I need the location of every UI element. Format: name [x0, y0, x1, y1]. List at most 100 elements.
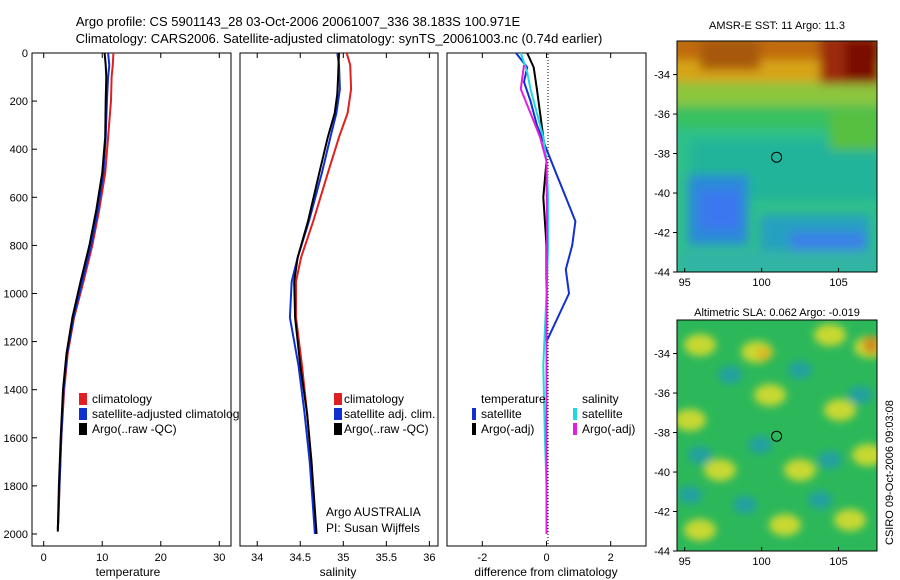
legend-label-climatology: climatology: [92, 392, 152, 406]
legend-label-argo: Argo(..raw -QC): [344, 422, 429, 436]
x-tick-label: 10: [96, 552, 108, 564]
lon-tick-label: 95: [679, 556, 691, 568]
legend-swatch-sal-satellite: [573, 408, 577, 420]
lat-tick-label: -40: [654, 467, 670, 479]
legend-swatch-climatology: [334, 393, 342, 405]
argo-float-marker: [771, 151, 783, 163]
sla-map-lon-ticks: 95 100 105: [679, 547, 848, 568]
y-tick-label: 1000: [4, 288, 28, 300]
temperature-legend: climatology satellite-adjusted climatolo…: [79, 392, 245, 436]
difference-x-label: difference from climatology: [474, 565, 617, 579]
salinity-x-label: salinity: [320, 565, 357, 579]
lat-tick-label: -34: [654, 70, 670, 82]
legend-swatch-argo: [334, 423, 342, 435]
difference-series: [515, 52, 577, 534]
lat-tick-label: -44: [654, 546, 670, 558]
y-tick-label: 1200: [4, 337, 28, 349]
series-line-salinity-argo-adj-: [519, 64, 549, 534]
sst-map-lat-ticks: -34 -36 -38 -40 -42 -44: [654, 70, 677, 279]
legend-label-temp-satellite: satellite: [481, 407, 522, 421]
temperature-x-label: temperature: [96, 565, 161, 579]
figure-title-line1: Argo profile: CS 5901143_28 03-Oct-2006 …: [76, 14, 521, 29]
sst-map-title: AMSR-E SST: 11 Argo: 11.3: [709, 20, 845, 32]
lat-tick-label: -34: [654, 349, 670, 361]
legend-swatch-satellite: [334, 408, 342, 420]
lon-tick-label: 100: [752, 556, 770, 568]
lat-tick-label: -38: [654, 428, 670, 440]
x-tick-label: -2: [477, 552, 487, 564]
lat-tick-label: -42: [654, 507, 670, 519]
x-tick-label: 30: [213, 552, 225, 564]
lon-tick-label: 95: [679, 277, 691, 289]
sst-map-field: [677, 41, 877, 272]
y-tick-label: 600: [10, 192, 28, 204]
legend-title-salinity: salinity: [582, 392, 619, 406]
credit-line1: Argo AUSTRALIA: [326, 505, 421, 519]
x-tick-label: 36: [423, 552, 435, 564]
x-tick-label: 34.5: [290, 552, 311, 564]
lat-tick-label: -36: [654, 388, 670, 400]
lon-tick-label: 105: [829, 556, 847, 568]
salinity-legend: climatology satellite adj. clim. Argo(..…: [334, 392, 435, 436]
lat-tick-label: -36: [654, 109, 670, 121]
difference-x-ticks: -2 0 2: [477, 53, 614, 564]
x-tick-label: 2: [608, 552, 614, 564]
x-tick-label: 0: [41, 552, 47, 564]
legend-label-satellite: satellite adj. clim.: [344, 407, 435, 421]
x-tick-label: 34: [251, 552, 263, 564]
y-tick-label: 1800: [4, 481, 28, 493]
temperature-panel: 0 200 400 600 800 1000 1200 1400 1600 1800 2000 0 1…: [4, 48, 246, 579]
y-tick-label: 800: [10, 240, 28, 252]
temperature-x-ticks: 0 10 20 30: [41, 53, 225, 564]
legend-label-argo: Argo(..raw -QC): [92, 422, 177, 436]
salinity-x-ticks: 34 34.5 35 35.5 36: [251, 53, 436, 564]
legend-swatch-argo: [79, 423, 87, 435]
legend-swatch-sal-argo: [573, 423, 577, 435]
lon-tick-label: 105: [829, 277, 847, 289]
y-tick-label: 0: [22, 48, 28, 60]
credit-line2: PI: Susan Wijffels: [326, 521, 420, 535]
lat-tick-label: -44: [654, 267, 670, 279]
salinity-axes: [239, 52, 439, 547]
y-tick-label: 2000: [4, 529, 28, 541]
sst-map: AMSR-E SST: 11 Argo: 11.3 -34: [654, 20, 878, 289]
legend-label-satellite: satellite-adjusted climatology: [92, 407, 245, 421]
salinity-panel: 34 34.5 35 35.5 36 climatology satellite adj…: [239, 52, 439, 579]
sla-map-frame: [676, 319, 878, 552]
y-tick-label: 200: [10, 96, 28, 108]
lat-tick-label: -42: [654, 228, 670, 240]
figure-title-line2: Climatology: CARS2006. Satellite-adjuste…: [76, 31, 603, 46]
timestamp: CSIRO 09-Oct-2006 09:03:08: [884, 400, 896, 545]
temperature-axes: [31, 52, 232, 547]
series-line-argo-raw-qc-: [56, 52, 108, 532]
salinity-series: [288, 52, 353, 535]
x-tick-label: 35: [337, 552, 349, 564]
legend-label-sal-argo: Argo(-adj): [582, 422, 635, 436]
x-tick-label: 20: [155, 552, 167, 564]
legend-title-temperature: temperature: [481, 392, 546, 406]
difference-panel: -2 0 2 temperature satellite Argo(-adj) sa…: [446, 52, 647, 579]
difference-legend: temperature satellite Argo(-adj) salinit…: [472, 392, 635, 436]
legend-label-sal-satellite: satellite: [582, 407, 623, 421]
legend-label-temp-argo: Argo(-adj): [481, 422, 534, 436]
lat-tick-label: -38: [654, 149, 670, 161]
argo-float-marker: [771, 430, 783, 442]
series-line-temperature-satellite: [515, 52, 577, 534]
x-tick-label: 35.5: [376, 552, 397, 564]
x-tick-label: 0: [543, 552, 549, 564]
sla-map-lat-ticks: -34 -36 -38 -40 -42 -44: [654, 349, 677, 558]
y-tick-label: 400: [10, 144, 28, 156]
sst-map-frame: [676, 40, 878, 273]
legend-swatch-climatology: [79, 393, 87, 405]
sla-map-field: [677, 320, 877, 551]
temperature-series: [56, 52, 115, 532]
depth-ticks: 0 200 400 600 800 1000 1200 1400 1600 1800 2000: [4, 48, 37, 541]
legend-swatch-temp-satellite: [472, 408, 476, 420]
lat-tick-label: -40: [654, 188, 670, 200]
legend-swatch-temp-argo: [472, 423, 476, 435]
lon-tick-label: 100: [752, 277, 770, 289]
sla-map: Altimetric SLA: 0.062 Argo: -0.019 -34-3…: [654, 307, 878, 568]
y-tick-label: 1600: [4, 433, 28, 445]
sla-map-title: Altimetric SLA: 0.062 Argo: -0.019: [694, 307, 860, 319]
